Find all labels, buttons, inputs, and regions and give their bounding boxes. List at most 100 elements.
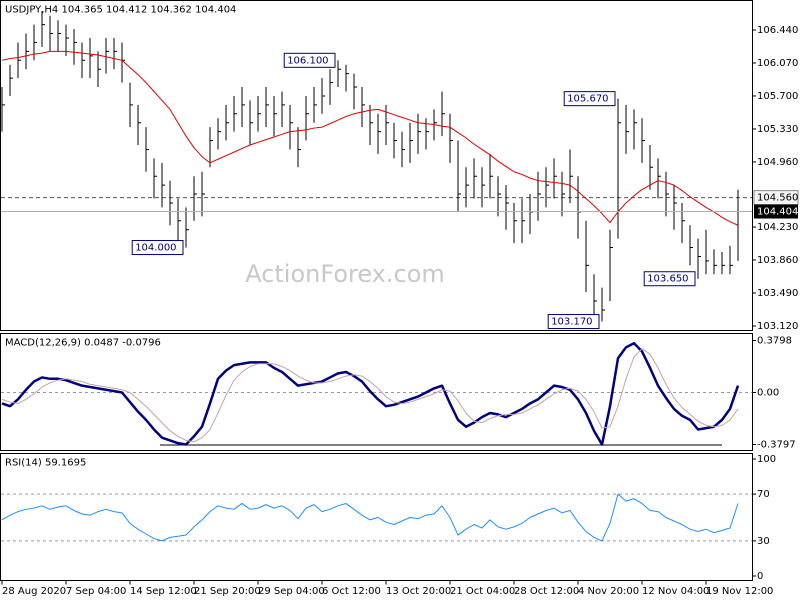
y-tick-label: -0.3797 xyxy=(757,439,796,450)
price-bar xyxy=(337,60,341,88)
price-bar xyxy=(689,225,693,266)
price-annotation-box xyxy=(643,271,696,287)
x-tick-label: 12 Nov 04:00 xyxy=(642,586,709,597)
price-bar xyxy=(625,104,629,154)
price-bar xyxy=(145,127,149,172)
price-bar xyxy=(457,140,461,212)
price-bar xyxy=(41,11,45,47)
price-bar xyxy=(49,15,53,52)
indicator-line xyxy=(1,341,740,446)
price-bar xyxy=(473,158,477,199)
price-bar xyxy=(25,33,29,70)
price-bar xyxy=(609,229,613,302)
price-bar xyxy=(353,73,357,110)
y-tick-label: 0 xyxy=(757,571,763,582)
pane-border xyxy=(0,453,753,581)
price-bar xyxy=(17,42,21,79)
price-bar xyxy=(305,95,309,141)
price-annotation-box xyxy=(563,91,616,107)
price-bar xyxy=(481,167,485,208)
pane-title: MACD(12,26,9) 0.0487 -0.0796 xyxy=(5,338,161,349)
price-bar xyxy=(185,207,189,248)
price-bar xyxy=(1,87,5,132)
x-tick-label: 4 Nov 20:00 xyxy=(578,586,639,597)
x-tick-label: 13 Oct 20:00 xyxy=(386,586,451,597)
price-annotation-label: 104.000 xyxy=(135,243,176,254)
price-bar xyxy=(73,29,77,65)
y-tick-label: 106.070 xyxy=(757,58,798,69)
price-bar xyxy=(65,24,69,56)
last-price-label: 104.404 xyxy=(757,207,798,218)
x-tick-label: 6 Oct 12:00 xyxy=(322,586,381,597)
y-tick-label: 0.00 xyxy=(757,388,779,399)
price-bar xyxy=(161,162,165,208)
price-bar xyxy=(505,185,509,230)
y-tick-label: 30 xyxy=(757,536,770,547)
price-bar xyxy=(729,245,733,275)
level-label: 104.560 xyxy=(757,193,798,204)
x-tick-label: 21 Sep 20:00 xyxy=(194,586,261,597)
price-bar xyxy=(497,176,501,217)
price-bar xyxy=(417,113,421,154)
price-bar xyxy=(617,98,621,239)
price-bar xyxy=(169,180,173,226)
price-bar xyxy=(537,171,541,221)
pane-title: USDJPY,H4 104.365 104.412 104.362 104.40… xyxy=(5,5,236,16)
price-annotation-label: 103.170 xyxy=(551,317,592,328)
y-tick-label: 103.120 xyxy=(757,321,798,332)
price-bar xyxy=(401,131,405,168)
price-bar xyxy=(553,158,557,199)
price-bar xyxy=(137,104,141,146)
price-bar xyxy=(465,167,469,208)
x-tick-label: 14 Sep 12:00 xyxy=(130,586,197,597)
price-bar xyxy=(521,198,525,244)
price-bar xyxy=(377,113,381,154)
y-tick-label: 104.230 xyxy=(757,222,798,233)
price-annotation-box xyxy=(131,240,184,256)
indicator-line xyxy=(1,493,739,542)
y-tick-label: 100 xyxy=(757,454,776,465)
price-bar xyxy=(569,149,573,203)
price-bar xyxy=(641,118,645,163)
price-bar xyxy=(329,69,333,105)
price-bar xyxy=(273,95,277,137)
x-tick-label: 19 Nov 12:00 xyxy=(706,586,773,597)
price-bar xyxy=(265,87,269,128)
price-bar xyxy=(9,64,13,96)
price-bar xyxy=(633,109,637,150)
y-tick-label: 106.440 xyxy=(757,25,798,36)
price-bar xyxy=(289,104,293,150)
price-bar xyxy=(513,202,517,244)
price-bar xyxy=(281,91,285,128)
last-price-box xyxy=(754,204,798,219)
price-bar xyxy=(489,153,493,199)
price-bar xyxy=(113,38,117,70)
price-bar xyxy=(193,176,197,221)
price-bar xyxy=(57,20,61,52)
price-bar xyxy=(257,95,261,132)
price-bar xyxy=(449,113,453,163)
indicator-line xyxy=(1,348,739,443)
y-tick-label: 103.860 xyxy=(757,255,798,266)
price-bar xyxy=(369,104,373,146)
price-bar xyxy=(153,158,157,199)
price-bar xyxy=(345,64,349,92)
price-bar xyxy=(201,171,205,217)
price-annotation-label: 105.670 xyxy=(567,94,608,105)
price-bar xyxy=(713,249,717,275)
price-bar xyxy=(601,287,605,322)
price-bar xyxy=(561,171,565,217)
price-bar xyxy=(393,122,397,159)
pane-title: RSI(14) 59.1695 xyxy=(5,458,86,469)
price-bar xyxy=(361,87,365,128)
y-tick-label: 105.330 xyxy=(757,124,798,135)
price-bar xyxy=(673,185,677,230)
moving-average xyxy=(1,50,739,226)
y-tick-label: 103.490 xyxy=(757,288,798,299)
price-bar xyxy=(321,78,325,114)
price-bar xyxy=(409,122,413,163)
price-bar xyxy=(441,91,445,137)
y-tick-label: 104.960 xyxy=(757,157,798,168)
